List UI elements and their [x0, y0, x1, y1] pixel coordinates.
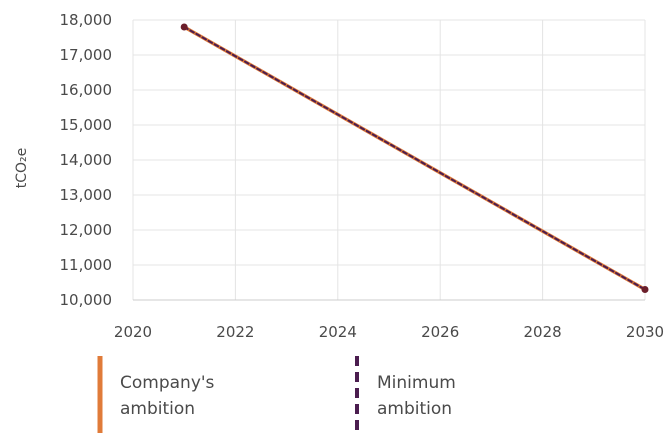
y-tick-label: 18,000 [60, 11, 113, 29]
series-lines [182, 25, 647, 292]
x-axis-ticks: 2020 2022 2024 2026 2028 2030 [114, 323, 664, 341]
data-point [180, 23, 188, 31]
x-tick-label: 2030 [626, 323, 664, 341]
x-tick-label: 2024 [319, 323, 357, 341]
y-tick-label: 11,000 [60, 256, 113, 274]
y-tick-label: 15,000 [60, 116, 113, 134]
legend-label-line1: Company's [120, 373, 215, 393]
legend-label-line2: ambition [377, 399, 452, 419]
y-tick-label: 17,000 [60, 46, 113, 64]
legend-item: Company's ambition [97, 356, 215, 433]
x-tick-label: 2028 [524, 323, 562, 341]
grid [132, 19, 646, 301]
y-tick-label: 12,000 [60, 221, 113, 239]
legend-label-line1: Minimum [377, 373, 456, 393]
y-tick-label: 14,000 [60, 151, 113, 169]
y-tick-label: 10,000 [60, 291, 113, 309]
data-points [180, 23, 649, 293]
data-point [641, 286, 649, 293]
x-tick-label: 2026 [421, 323, 459, 341]
legend: Company's ambition Minimum ambition [97, 356, 456, 433]
legend-item: Minimum ambition [355, 356, 456, 433]
y-axis-label: tCO₂e [14, 148, 30, 189]
legend-label-line2: ambition [120, 399, 195, 419]
x-tick-label: 2022 [216, 323, 254, 341]
y-tick-label: 13,000 [60, 186, 113, 204]
series-line [183, 26, 646, 291]
y-tick-label: 16,000 [60, 81, 113, 99]
x-tick-label: 2020 [114, 323, 152, 341]
y-axis-ticks: 10,000 11,000 12,000 13,000 14,000 15,000 16,0… [60, 11, 113, 309]
